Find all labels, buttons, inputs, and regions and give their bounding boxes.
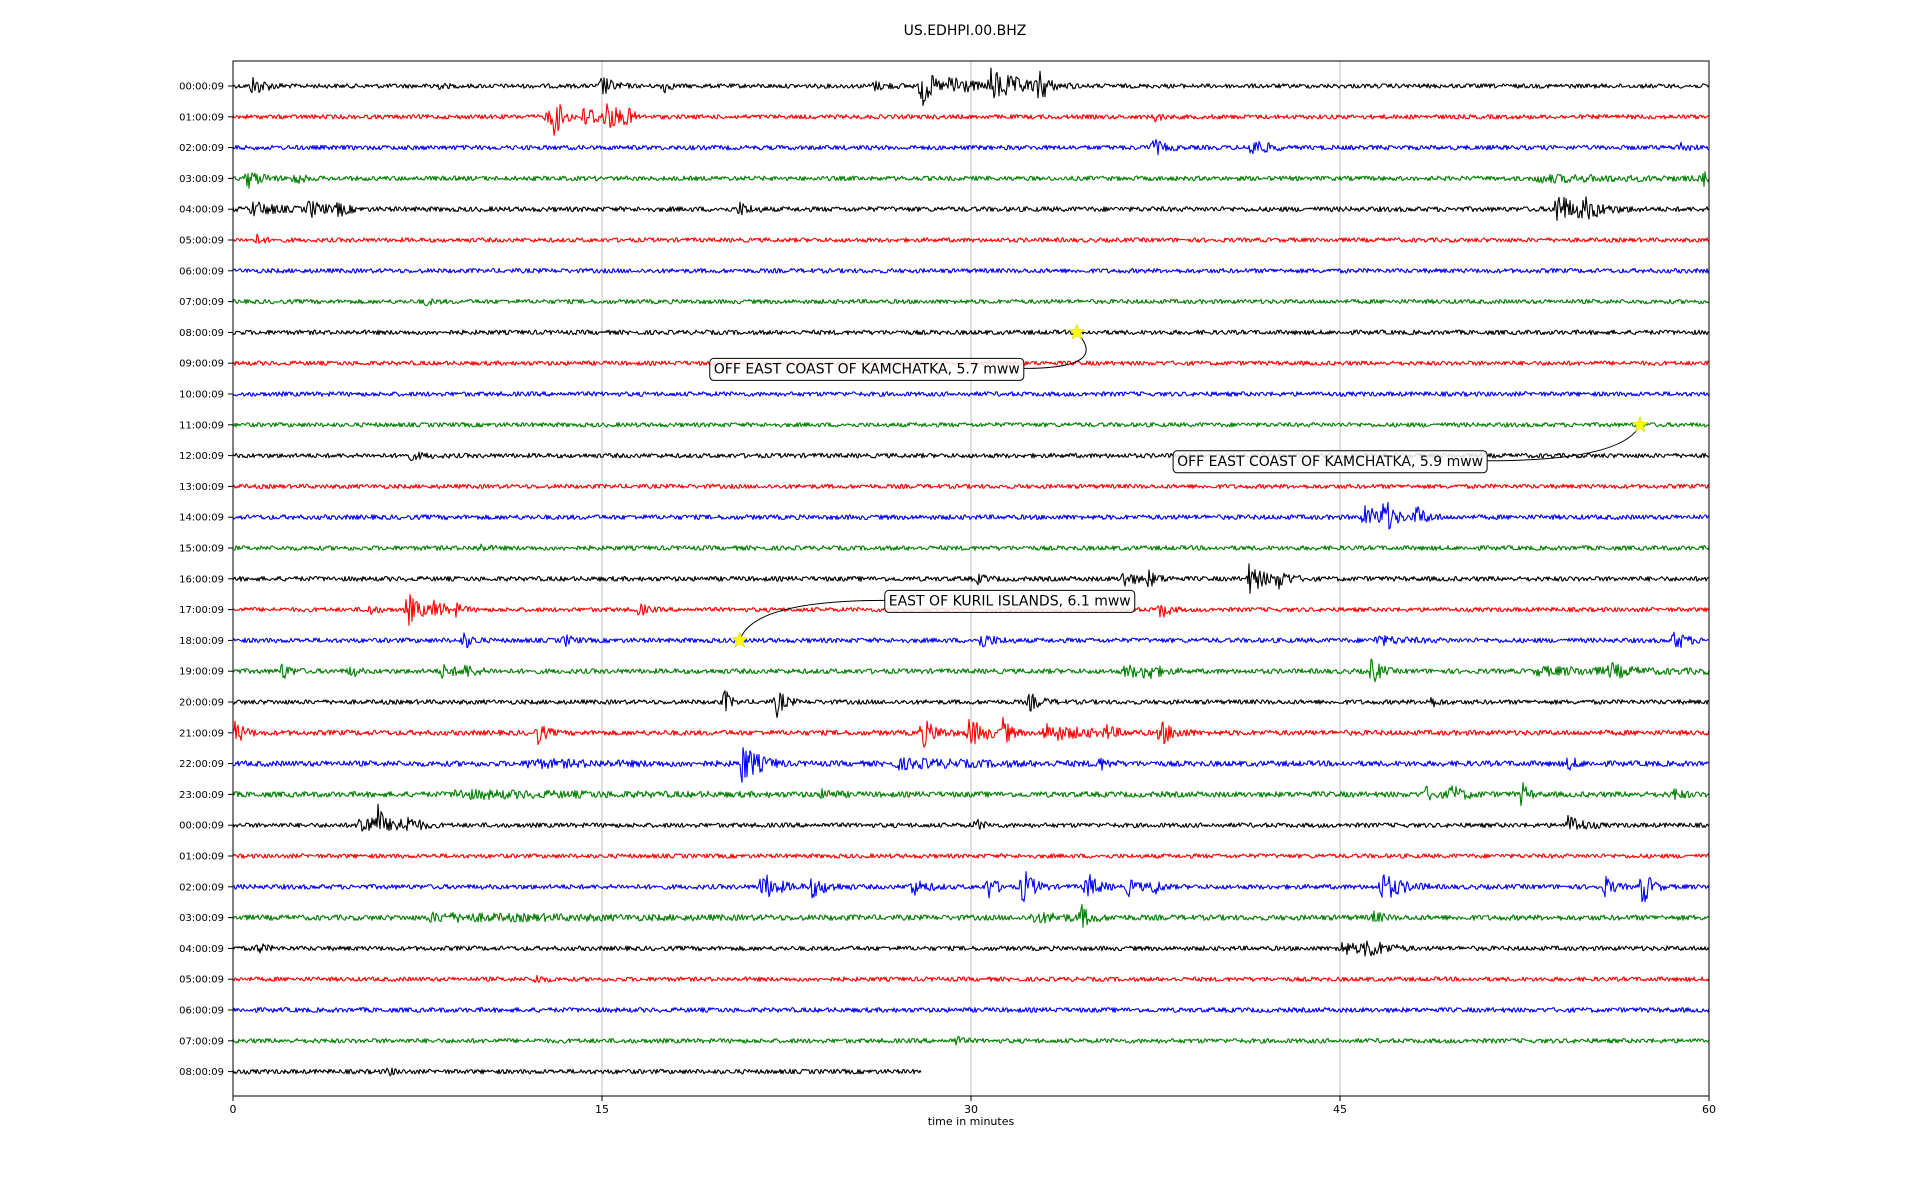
- row-time-label-0: 00:00:09: [179, 82, 224, 93]
- row-time-label-11: 11:00:09: [179, 420, 224, 431]
- event-label-1: OFF EAST COAST OF KAMCHATKA, 5.9 mww: [1177, 454, 1483, 470]
- trace-row-22: [232, 747, 1710, 783]
- trace-row-32: [232, 1067, 922, 1077]
- trace-row-25: [232, 853, 1710, 859]
- trace-row-31: [232, 1035, 1710, 1046]
- row-time-label-26: 02:00:09: [179, 882, 224, 893]
- trace-row-2: [232, 138, 1710, 156]
- trace-row-3: [232, 171, 1710, 189]
- row-time-label-6: 06:00:09: [179, 266, 224, 277]
- row-time-label-23: 23:00:09: [179, 790, 224, 801]
- trace-row-1: [232, 103, 1710, 136]
- trace-row-16: [232, 563, 1710, 594]
- row-time-label-17: 17:00:09: [179, 605, 224, 616]
- row-time-label-15: 15:00:09: [179, 544, 224, 555]
- trace-row-7: [232, 298, 1710, 307]
- trace-row-20: [232, 690, 1710, 719]
- row-time-label-14: 14:00:09: [179, 513, 224, 524]
- trace-row-0: [232, 67, 1710, 106]
- event-annotation-1: OFF EAST COAST OF KAMCHATKA, 5.9 mww: [1172, 415, 1649, 474]
- x-tick-label-0: 0: [230, 1103, 237, 1116]
- event-annotation-0: OFF EAST COAST OF KAMCHATKA, 5.7 mww: [709, 323, 1087, 381]
- trace-row-10: [232, 391, 1710, 397]
- event-connector-2: [739, 599, 885, 641]
- event-star-marker-1: [1631, 415, 1649, 432]
- trace-row-15: [232, 543, 1710, 552]
- event-star-marker-0: [1068, 323, 1086, 340]
- trace-row-13: [232, 483, 1710, 490]
- x-axis-ticks: 0 15 30 45 60: [230, 1096, 1716, 1116]
- row-time-label-13: 13:00:09: [179, 482, 224, 493]
- row-time-label-29: 05:00:09: [179, 975, 224, 986]
- x-tick-label-3: 45: [1333, 1103, 1347, 1116]
- trace-row-26: [232, 871, 1710, 903]
- row-time-label-27: 03:00:09: [179, 913, 224, 924]
- trace-row-24: [232, 803, 1710, 832]
- row-time-label-18: 18:00:09: [179, 636, 224, 647]
- row-time-label-25: 01:00:09: [179, 852, 224, 863]
- event-star-marker-2: [731, 631, 749, 648]
- event-label-2: EAST OF KURIL ISLANDS, 6.1 mww: [889, 593, 1131, 609]
- trace-row-29: [232, 974, 1710, 984]
- row-time-label-16: 16:00:09: [179, 574, 224, 585]
- trace-row-11: [232, 422, 1710, 428]
- row-time-label-4: 04:00:09: [179, 205, 224, 216]
- trace-row-4: [232, 196, 1710, 222]
- row-time-labels: 00:00:09 01:00:09 02:00:09 03:00:09 04:00:09…: [179, 82, 233, 1078]
- row-time-label-3: 03:00:09: [179, 174, 224, 185]
- x-tick-label-2: 30: [964, 1103, 978, 1116]
- row-time-label-24: 00:00:09: [179, 821, 224, 832]
- trace-row-5: [232, 233, 1710, 244]
- row-time-label-30: 06:00:09: [179, 1006, 224, 1017]
- row-time-label-5: 05:00:09: [179, 236, 224, 247]
- trace-row-28: [232, 940, 1710, 957]
- row-time-label-1: 01:00:09: [179, 112, 224, 123]
- row-time-label-9: 09:00:09: [179, 359, 224, 370]
- row-time-label-2: 02:00:09: [179, 143, 224, 154]
- trace-row-19: [232, 658, 1710, 683]
- trace-row-27: [232, 904, 1710, 928]
- trace-row-18: [232, 631, 1710, 649]
- event-label-box-2: [884, 589, 1136, 613]
- x-tick-label-1: 15: [595, 1103, 609, 1116]
- event-label-box-0: [709, 357, 1025, 381]
- trace-row-14: [232, 501, 1710, 530]
- row-time-label-8: 08:00:09: [179, 328, 224, 339]
- event-annotation-2: EAST OF KURIL ISLANDS, 6.1 mww: [731, 589, 1136, 648]
- chart-title: US.EDHPI.00.BHZ: [904, 23, 1027, 39]
- row-time-label-21: 21:00:09: [179, 728, 224, 739]
- row-time-label-32: 08:00:09: [179, 1067, 224, 1078]
- trace-row-30: [232, 1007, 1710, 1013]
- row-time-label-7: 07:00:09: [179, 297, 224, 308]
- row-time-label-10: 10:00:09: [179, 390, 224, 401]
- trace-row-21: [232, 716, 1710, 748]
- row-time-label-28: 04:00:09: [179, 944, 224, 955]
- row-time-label-20: 20:00:09: [179, 698, 224, 709]
- row-time-label-31: 07:00:09: [179, 1036, 224, 1047]
- event-annotations: OFF EAST COAST OF KAMCHATKA, 5.7 mww OFF …: [709, 323, 1649, 648]
- row-time-label-19: 19:00:09: [179, 667, 224, 678]
- event-label-box-1: [1172, 450, 1488, 474]
- row-time-label-22: 22:00:09: [179, 759, 224, 770]
- event-connector-0: [1023, 332, 1087, 369]
- trace-row-8: [232, 329, 1710, 336]
- row-time-label-12: 12:00:09: [179, 451, 224, 462]
- trace-row-23: [232, 781, 1710, 807]
- event-label-0: OFF EAST COAST OF KAMCHATKA, 5.7 mww: [714, 361, 1020, 377]
- x-axis-label: time in minutes: [928, 1115, 1015, 1128]
- trace-row-6: [232, 267, 1710, 274]
- event-connector-1: [1487, 424, 1641, 462]
- x-tick-label-4: 60: [1702, 1103, 1716, 1116]
